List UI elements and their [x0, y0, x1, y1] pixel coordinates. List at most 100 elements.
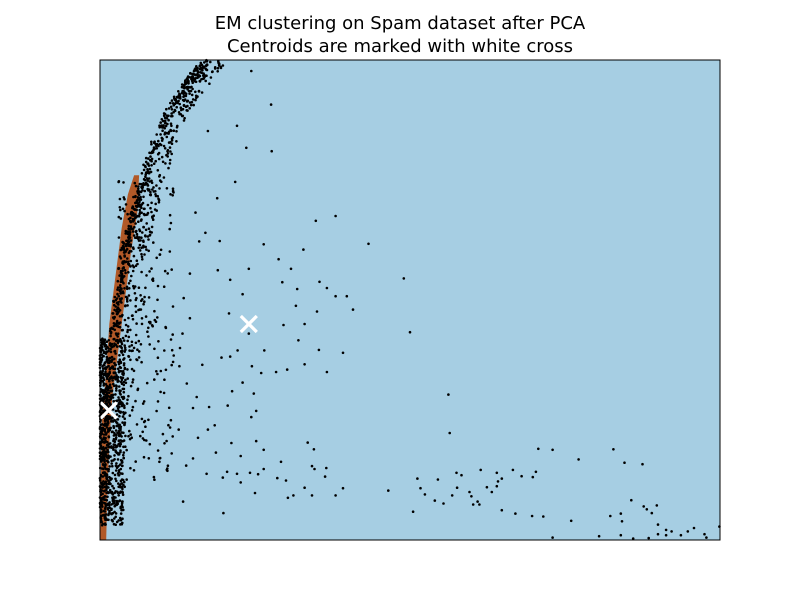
- data-point: [148, 270, 151, 273]
- data-point: [125, 298, 129, 301]
- data-point: [105, 467, 109, 471]
- data-point: [259, 371, 263, 375]
- data-point: [137, 246, 140, 250]
- data-point: [165, 116, 169, 120]
- data-point: [419, 486, 422, 490]
- data-point: [151, 216, 154, 219]
- data-point: [105, 473, 109, 476]
- data-point: [112, 448, 115, 451]
- data-point: [148, 234, 152, 237]
- data-point: [218, 239, 221, 243]
- data-point: [104, 439, 107, 443]
- data-point: [139, 294, 142, 297]
- data-point: [100, 345, 104, 349]
- data-point: [188, 107, 191, 110]
- data-point: [642, 505, 645, 508]
- data-point: [167, 166, 170, 170]
- data-point: [514, 512, 517, 515]
- data-point: [222, 511, 225, 515]
- data-point: [175, 140, 178, 143]
- data-point: [511, 468, 515, 472]
- data-point: [184, 105, 188, 108]
- data-point: [289, 267, 293, 271]
- data-point: [111, 312, 114, 315]
- centroid-cross: [239, 314, 258, 334]
- data-point: [142, 455, 146, 459]
- data-point: [101, 389, 105, 392]
- data-point: [150, 231, 153, 234]
- data-point: [100, 501, 103, 504]
- data-point: [150, 157, 154, 161]
- data-point: [163, 119, 167, 122]
- data-point: [103, 460, 106, 464]
- data-point: [325, 370, 329, 374]
- data-point: [263, 349, 266, 352]
- data-point: [121, 490, 124, 494]
- data-point: [117, 303, 120, 306]
- data-point: [151, 277, 155, 281]
- data-point: [158, 460, 161, 464]
- data-point: [101, 371, 104, 375]
- data-point: [137, 356, 141, 359]
- data-point: [127, 434, 130, 438]
- data-point: [163, 133, 166, 136]
- data-point: [103, 507, 107, 511]
- chart-title-line-1: EM clustering on Spam dataset after PCA: [214, 13, 586, 34]
- data-point: [103, 363, 106, 367]
- data-point: [139, 434, 142, 438]
- data-point: [101, 522, 105, 526]
- data-point: [306, 441, 310, 444]
- data-point: [537, 447, 540, 451]
- data-point: [239, 454, 242, 458]
- data-point: [144, 156, 148, 160]
- data-point: [623, 461, 626, 465]
- data-point: [542, 515, 545, 518]
- data-point: [191, 457, 195, 460]
- data-point: [113, 517, 116, 520]
- data-point: [182, 119, 186, 122]
- data-point: [129, 279, 132, 283]
- data-point: [140, 322, 144, 326]
- data-point: [129, 328, 132, 332]
- data-point: [139, 204, 143, 207]
- data-point: [189, 103, 193, 107]
- data-point: [142, 302, 145, 306]
- data-point: [204, 231, 207, 235]
- data-point: [119, 208, 122, 212]
- data-point: [103, 430, 107, 433]
- data-point: [108, 379, 111, 383]
- data-point: [423, 493, 427, 496]
- data-point: [133, 292, 137, 295]
- data-point: [612, 448, 615, 451]
- data-point: [117, 452, 120, 455]
- data-point: [117, 429, 121, 433]
- data-point: [569, 519, 573, 523]
- data-point: [159, 133, 162, 136]
- data-point: [131, 206, 135, 210]
- data-point: [143, 300, 146, 304]
- data-point: [109, 350, 113, 354]
- data-point: [117, 294, 120, 298]
- data-point: [107, 349, 110, 353]
- data-point: [121, 387, 125, 391]
- data-point: [447, 393, 450, 396]
- data-point: [129, 239, 133, 242]
- data-point: [118, 405, 121, 409]
- data-point: [147, 296, 151, 299]
- data-point: [166, 122, 169, 126]
- data-point: [106, 387, 109, 391]
- data-point: [127, 394, 130, 398]
- data-point: [334, 494, 337, 497]
- data-point: [113, 337, 116, 341]
- data-point: [104, 372, 107, 376]
- data-point: [141, 201, 145, 205]
- data-point: [119, 217, 123, 220]
- data-point: [135, 229, 138, 233]
- data-point: [122, 362, 126, 365]
- data-point: [123, 318, 127, 322]
- data-point: [147, 335, 150, 338]
- data-point: [124, 434, 127, 438]
- data-point: [196, 436, 200, 440]
- data-point: [118, 206, 122, 209]
- data-point: [104, 344, 108, 348]
